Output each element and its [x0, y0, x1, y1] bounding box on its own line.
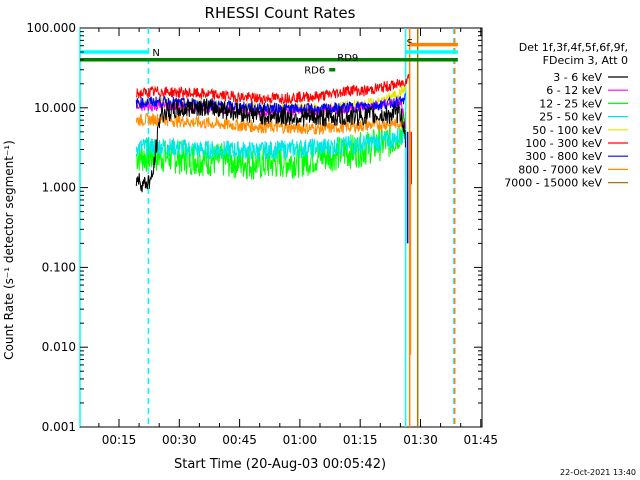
legend-label: 100 - 300 keV — [525, 137, 602, 150]
x-tick-label: 01:00 — [283, 433, 318, 447]
y-tick-label: 1.000 — [42, 181, 76, 195]
legend-label: 25 - 50 keV — [539, 111, 602, 124]
legend-label: 7000 - 15000 keV — [504, 177, 602, 190]
series-line — [135, 111, 406, 180]
footer-timestamp: 22-Oct-2021 13:40 — [560, 468, 636, 477]
legend-header: FDecim 3, Att 0 — [543, 54, 628, 67]
flag-label: N — [152, 48, 159, 59]
legend-label: 3 - 6 keV — [553, 71, 602, 84]
plot-area — [79, 27, 483, 428]
chart-title: RHESSI Count Rates — [205, 4, 356, 22]
y-tick-label: 0.010 — [42, 340, 76, 354]
legend-label: 12 - 25 keV — [539, 97, 602, 110]
legend-label: 50 - 100 keV — [532, 124, 602, 137]
y-tick-label: 0.100 — [42, 260, 76, 274]
flag-bars: NSRD9RD6 — [80, 38, 458, 77]
series-line — [135, 73, 410, 106]
x-axis-title: Start Time (20-Aug-03 00:05:42) — [174, 457, 386, 472]
x-tick-label: 00:30 — [162, 433, 197, 447]
y-tick-label: 10.000 — [34, 101, 76, 115]
y-tick-label: 100.000 — [26, 21, 76, 35]
series-line — [135, 112, 406, 135]
flag-label: RD9 — [337, 53, 358, 64]
axes: 00:15 00:30 00:45 01:00 01:15 01:30 01:45 0.001… — [26, 21, 498, 447]
y-tick-label: 0.001 — [42, 420, 76, 434]
flag-label: RD6 — [304, 66, 325, 77]
vertical-markers — [79, 28, 456, 427]
x-tick-label: 01:15 — [343, 433, 378, 447]
x-tick-label: 01:30 — [403, 433, 438, 447]
plot-frame — [79, 27, 483, 428]
series-line — [135, 93, 406, 116]
series-layer — [135, 73, 412, 355]
x-tick-label: 00:15 — [102, 433, 137, 447]
x-tick-label: 00:45 — [222, 433, 257, 447]
legend-label: 800 - 7000 keV — [518, 163, 602, 176]
series-line — [135, 98, 406, 193]
legend-label: 6 - 12 keV — [546, 84, 602, 97]
x-tick-label: 01:45 — [463, 433, 498, 447]
series-line — [135, 124, 406, 161]
legend-label: 300 - 800 keV — [525, 150, 602, 163]
y-axis-title: Count Rate (s⁻¹ detector segment⁻¹) — [2, 140, 16, 360]
legend-header: Det 1f,3f,4f,5f,6f,9f, — [519, 41, 628, 54]
legend: Det 1f,3f,4f,5f,6f,9f,FDecim 3, Att 0 3 -… — [504, 41, 628, 190]
